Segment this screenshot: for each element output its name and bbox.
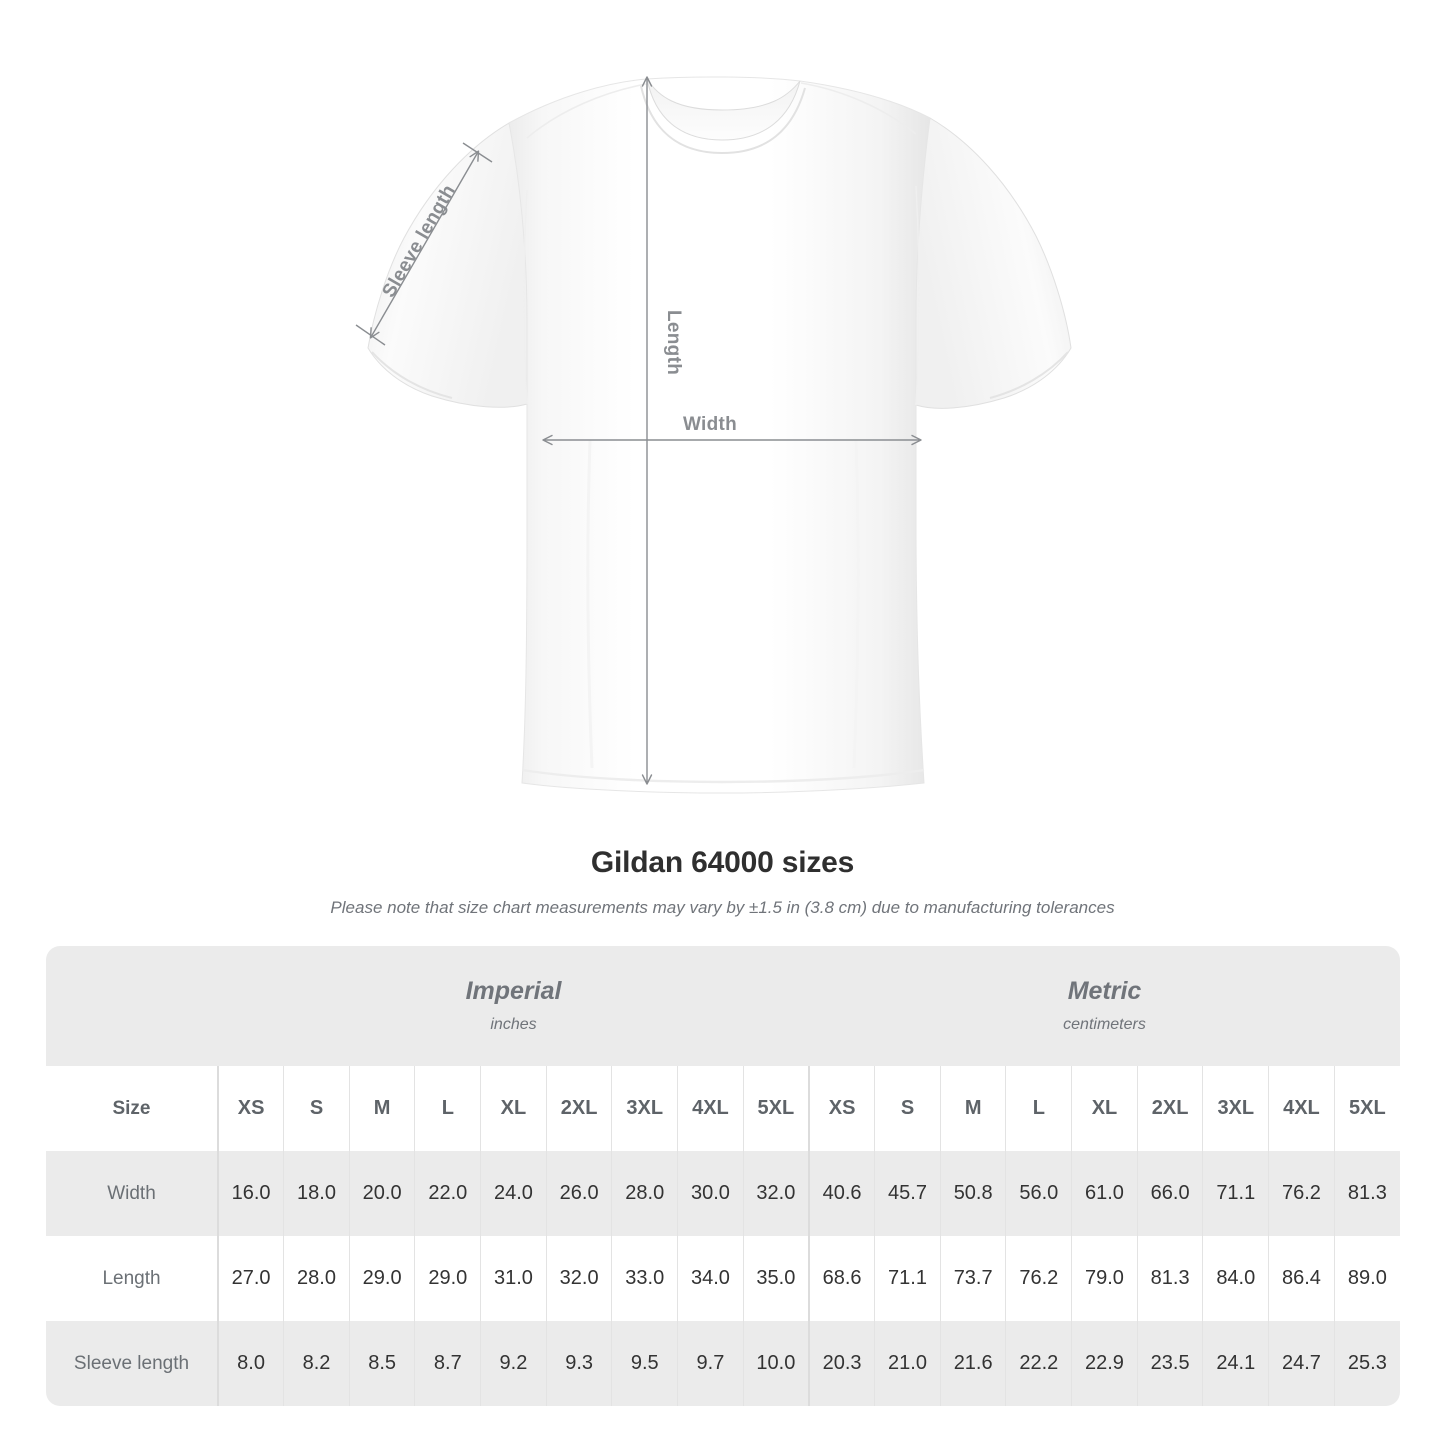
size-column-header-imperial-xs: XS	[217, 1066, 284, 1151]
cell-length-metric-4xl: 86.4	[1268, 1236, 1335, 1321]
size-column-header-metric-xl: XL	[1071, 1066, 1138, 1151]
size-chart-table: Imperial inches Metric centimeters Size XS S M L…	[46, 946, 1400, 1406]
cell-width-imperial-2xl: 26.0	[545, 1151, 612, 1236]
cell-length-imperial-xs: 27.0	[217, 1236, 284, 1321]
size-header-label: Size	[46, 1066, 218, 1151]
cell-length-metric-m: 73.7	[939, 1236, 1006, 1321]
cell-length-metric-xl: 79.0	[1071, 1236, 1138, 1321]
size-column-header-metric-xs: XS	[808, 1066, 875, 1151]
cell-sleeve-length-imperial-l: 8.7	[414, 1321, 481, 1406]
size-column-header-imperial-3xl: 3XL	[611, 1066, 678, 1151]
unit-section-name: Imperial	[465, 977, 562, 1006]
cell-width-metric-4xl: 76.2	[1268, 1151, 1335, 1236]
size-column-header-imperial-m: M	[348, 1066, 415, 1151]
width-dimension: Width	[542, 414, 922, 446]
cell-length-metric-5xl: 89.0	[1333, 1236, 1400, 1321]
cell-sleeve-length-imperial-3xl: 9.5	[611, 1321, 678, 1406]
cell-length-imperial-4xl: 34.0	[677, 1236, 744, 1321]
row-label-width: Width	[46, 1151, 218, 1236]
table-row: Sleeve length 8.0 8.2 8.5 8.7 9.2 9.3 9.5 9.7 10.…	[46, 1321, 1400, 1406]
size-column-header-imperial-4xl: 4XL	[677, 1066, 744, 1151]
width-label: Width	[683, 414, 737, 435]
cell-width-metric-m: 50.8	[939, 1151, 1006, 1236]
cell-sleeve-length-metric-2xl: 23.5	[1136, 1321, 1203, 1406]
cell-sleeve-length-imperial-2xl: 9.3	[545, 1321, 612, 1406]
size-column-header-imperial-5xl: 5XL	[742, 1066, 810, 1151]
size-column-header-metric-3xl: 3XL	[1202, 1066, 1269, 1151]
length-dimension: Length	[641, 76, 684, 785]
cell-width-imperial-3xl: 28.0	[611, 1151, 678, 1236]
size-column-header-metric-l: L	[1005, 1066, 1072, 1151]
page-title: Gildan 64000 sizes	[590, 846, 855, 879]
cell-length-imperial-s: 28.0	[283, 1236, 350, 1321]
cell-sleeve-length-metric-4xl: 24.7	[1268, 1321, 1335, 1406]
row-label-sleeve-length: Sleeve length	[46, 1321, 218, 1406]
unit-header-spacer	[46, 946, 218, 1066]
cell-width-metric-3xl: 71.1	[1202, 1151, 1269, 1236]
unit-section-imperial: Imperial inches	[218, 946, 810, 1066]
cell-length-metric-2xl: 81.3	[1136, 1236, 1203, 1321]
row-label-length: Length	[46, 1236, 218, 1321]
cell-sleeve-length-metric-5xl: 25.3	[1333, 1321, 1400, 1406]
cell-sleeve-length-metric-l: 22.2	[1005, 1321, 1072, 1406]
cell-width-imperial-5xl: 32.0	[742, 1151, 810, 1236]
cell-width-imperial-m: 20.0	[348, 1151, 415, 1236]
cell-width-metric-l: 56.0	[1005, 1151, 1072, 1236]
cell-length-metric-l: 76.2	[1005, 1236, 1072, 1321]
cell-sleeve-length-imperial-xl: 9.2	[480, 1321, 547, 1406]
cell-sleeve-length-metric-xl: 22.9	[1071, 1321, 1138, 1406]
unit-section-subtitle: inches	[490, 1016, 537, 1034]
cell-sleeve-length-metric-m: 21.6	[939, 1321, 1006, 1406]
cell-width-metric-s: 45.7	[874, 1151, 941, 1236]
size-column-header-metric-5xl: 5XL	[1333, 1066, 1400, 1151]
cell-width-imperial-xs: 16.0	[217, 1151, 284, 1236]
cell-sleeve-length-imperial-m: 8.5	[348, 1321, 415, 1406]
size-column-header-imperial-2xl: 2XL	[545, 1066, 612, 1151]
cell-sleeve-length-imperial-4xl: 9.7	[677, 1321, 744, 1406]
size-header-row: Size XS S M L XL 2XL 3XL 4XL 5XL XS S M L XL 2XL 3XL 4XL 5…	[46, 1066, 1400, 1151]
measurement-tolerance-note: Please note that size chart measurements…	[330, 898, 1115, 917]
cell-width-metric-xs: 40.6	[808, 1151, 875, 1236]
size-column-header-metric-m: M	[939, 1066, 1006, 1151]
cell-length-imperial-3xl: 33.0	[611, 1236, 678, 1321]
cell-length-metric-3xl: 84.0	[1202, 1236, 1269, 1321]
unit-section-metric: Metric centimeters	[809, 946, 1400, 1066]
length-label: Length	[663, 310, 684, 375]
unit-header-row: Imperial inches Metric centimeters	[46, 946, 1400, 1066]
cell-sleeve-length-imperial-xs: 8.0	[217, 1321, 284, 1406]
cell-width-imperial-4xl: 30.0	[677, 1151, 744, 1236]
cell-length-imperial-m: 29.0	[348, 1236, 415, 1321]
cell-length-imperial-2xl: 32.0	[545, 1236, 612, 1321]
cell-sleeve-length-imperial-s: 8.2	[283, 1321, 350, 1406]
title-block: Gildan 64000 sizes Please note that size…	[0, 845, 1445, 919]
cell-sleeve-length-metric-xs: 20.3	[808, 1321, 875, 1406]
cell-length-metric-xs: 68.6	[808, 1236, 875, 1321]
tshirt-diagram: Length Width Sleeve length	[355, 76, 1072, 794]
cell-length-metric-s: 71.1	[874, 1236, 941, 1321]
cell-width-metric-5xl: 81.3	[1333, 1151, 1400, 1236]
cell-width-metric-2xl: 66.0	[1136, 1151, 1203, 1236]
cell-width-imperial-s: 18.0	[283, 1151, 350, 1236]
cell-sleeve-length-imperial-5xl: 10.0	[742, 1321, 810, 1406]
cell-sleeve-length-metric-s: 21.0	[874, 1321, 941, 1406]
size-table: Imperial inches Metric centimeters Size XS S M L…	[46, 946, 1400, 1406]
cell-sleeve-length-metric-3xl: 24.1	[1202, 1321, 1269, 1406]
cell-width-imperial-l: 22.0	[414, 1151, 481, 1236]
size-column-header-imperial-xl: XL	[480, 1066, 547, 1151]
size-column-header-imperial-s: S	[283, 1066, 350, 1151]
cell-length-imperial-xl: 31.0	[480, 1236, 547, 1321]
size-column-header-imperial-l: L	[414, 1066, 481, 1151]
size-column-header-metric-4xl: 4XL	[1268, 1066, 1335, 1151]
unit-section-name: Metric	[1067, 977, 1142, 1006]
unit-section-subtitle: centimeters	[1063, 1016, 1146, 1034]
size-column-header-metric-2xl: 2XL	[1136, 1066, 1203, 1151]
table-row: Width 16.0 18.0 20.0 22.0 24.0 26.0 28.0 30.0 32.…	[46, 1151, 1400, 1236]
size-column-header-metric-s: S	[874, 1066, 941, 1151]
cell-width-imperial-xl: 24.0	[480, 1151, 547, 1236]
table-row: Length 27.0 28.0 29.0 29.0 31.0 32.0 33.0 34.0 35…	[46, 1236, 1400, 1321]
cell-width-metric-xl: 61.0	[1071, 1151, 1138, 1236]
cell-length-imperial-l: 29.0	[414, 1236, 481, 1321]
cell-length-imperial-5xl: 35.0	[742, 1236, 810, 1321]
